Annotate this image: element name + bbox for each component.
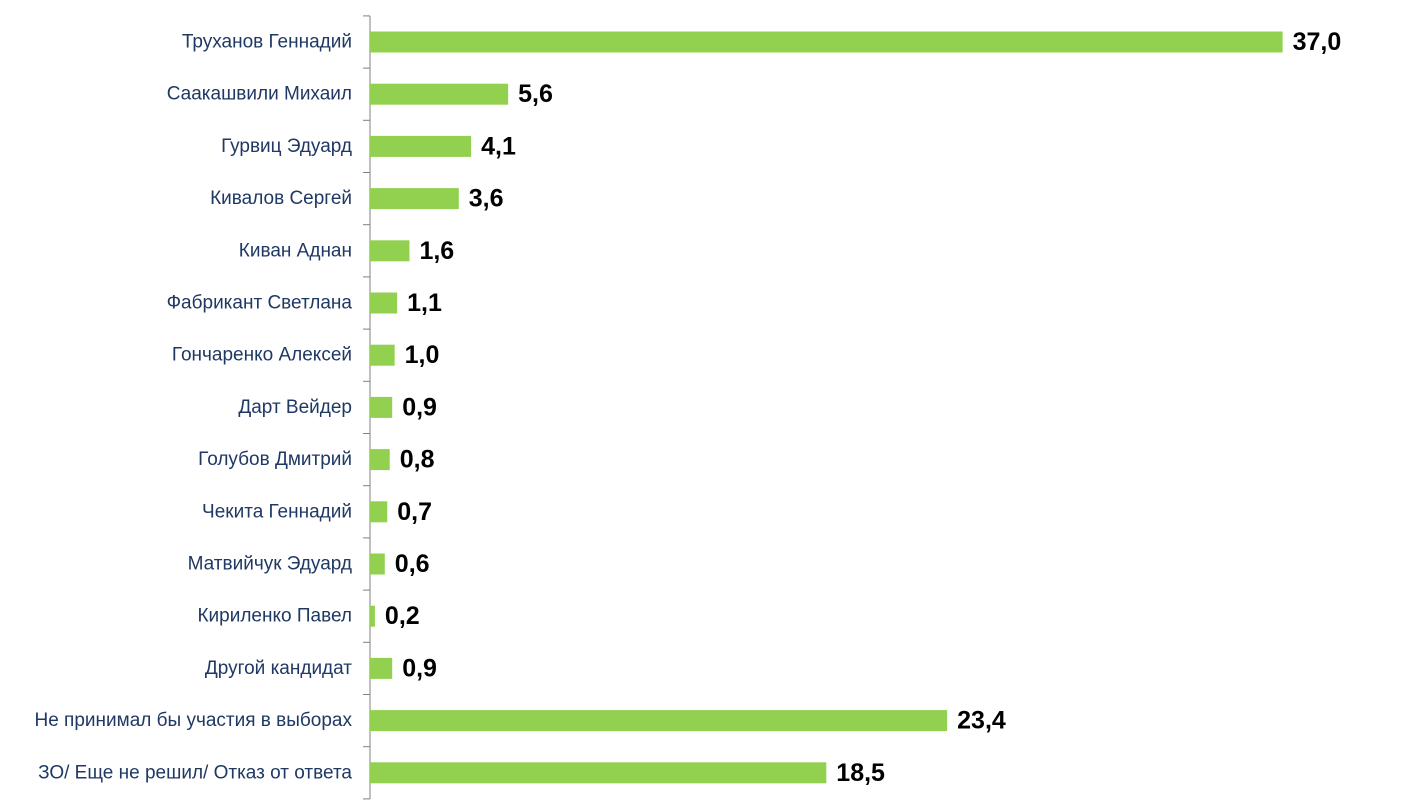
- axis-group: [363, 15, 371, 800]
- category-label: Дарт Вейдер: [238, 397, 352, 418]
- value-label: 0,6: [395, 550, 430, 578]
- category-label: Матвийчук Эдуард: [188, 554, 352, 575]
- bar: [370, 657, 393, 679]
- category-label: Другой кандидат: [205, 658, 352, 679]
- bar: [370, 762, 827, 784]
- category-label: Киван Аднан: [239, 240, 352, 261]
- value-label: 5,6: [518, 80, 553, 108]
- category-label: Кириленко Павел: [197, 606, 352, 627]
- bar: [370, 188, 459, 210]
- bars-group: [370, 31, 1283, 784]
- category-label: Не принимал бы участия в выборах: [34, 710, 352, 731]
- bar: [370, 83, 509, 105]
- value-label: 0,7: [397, 498, 432, 526]
- value-label: 0,2: [385, 602, 420, 630]
- bar: [370, 605, 375, 627]
- value-label: 4,1: [481, 132, 516, 160]
- bar: [370, 449, 390, 471]
- value-label: 0,9: [402, 393, 437, 421]
- category-label: Саакашвили Михаил: [167, 84, 352, 105]
- category-label: Чекита Геннадий: [202, 501, 352, 522]
- bar: [370, 396, 393, 418]
- value-label: 0,9: [402, 654, 437, 682]
- value-label: 18,5: [836, 759, 885, 787]
- value-label: 3,6: [469, 185, 504, 213]
- bar: [370, 135, 472, 157]
- bar: [370, 553, 385, 575]
- category-label: Гурвиц Эдуард: [221, 136, 352, 157]
- value-label: 1,6: [419, 237, 454, 265]
- category-label: Труханов Геннадий: [182, 32, 352, 53]
- value-label: 1,0: [405, 341, 440, 369]
- bar: [370, 31, 1283, 53]
- category-label: Фабрикант Светлана: [167, 293, 353, 314]
- bar: [370, 344, 395, 366]
- value-label: 1,1: [407, 289, 442, 317]
- value-label: 0,8: [400, 446, 435, 474]
- value-labels-group: 37,0 5,64,1 3,6 1,6 1,1 1,0 0,9 0,8 0,7 0,6 0,2 0,9…: [385, 28, 1341, 787]
- category-label: ЗО/ Еще не решил/ Отказ от ответа: [38, 762, 352, 783]
- bar: [370, 292, 398, 314]
- category-labels-group: Труханов Геннадий Саакашвили Михаил Гурвиц…: [34, 32, 352, 784]
- value-label: 23,4: [957, 707, 1006, 735]
- category-label: Гончаренко Алексей: [172, 345, 352, 366]
- bar: [370, 240, 410, 262]
- category-label: Кивалов Сергей: [210, 188, 352, 209]
- bar: [370, 501, 388, 523]
- category-label: Голубов Дмитрий: [198, 449, 352, 470]
- value-label: 37,0: [1293, 28, 1342, 56]
- bar: [370, 710, 948, 732]
